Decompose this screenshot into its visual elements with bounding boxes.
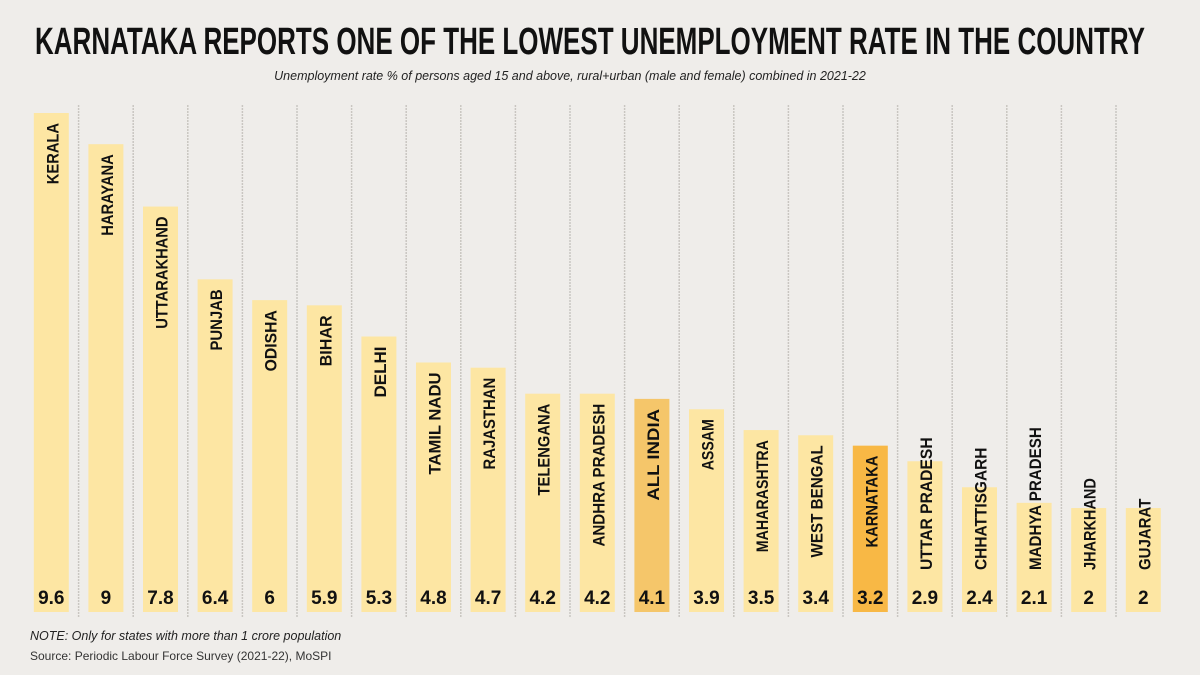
category-label: TAMIL NADU bbox=[426, 373, 445, 475]
value-label: 4.2 bbox=[529, 588, 555, 609]
value-label: 3.2 bbox=[857, 588, 883, 609]
value-label: 2.9 bbox=[912, 588, 938, 609]
value-label: 4.8 bbox=[420, 588, 446, 609]
value-label: 3.9 bbox=[693, 588, 719, 609]
bar-telengana bbox=[525, 393, 561, 612]
bar-uttarakhand bbox=[143, 206, 178, 612]
bar-uttar-pradesh bbox=[907, 461, 943, 612]
bar-all-india bbox=[634, 398, 670, 612]
bar-andhra-pradesh bbox=[579, 393, 615, 612]
value-label: 4.1 bbox=[639, 588, 666, 609]
bar-jharkhand bbox=[1071, 508, 1107, 612]
value-label: 6 bbox=[264, 588, 275, 609]
value-label: 5.3 bbox=[366, 588, 392, 609]
bar-odisha bbox=[252, 300, 288, 612]
category-label: WEST BENGAL bbox=[808, 445, 827, 557]
bar-west-bengal bbox=[798, 435, 834, 612]
category-label: RAJASTHAN bbox=[480, 378, 499, 470]
bar-madhya-pradesh bbox=[1016, 502, 1052, 612]
bar-chhattisgarh bbox=[962, 487, 997, 612]
bar-punjab bbox=[197, 279, 233, 612]
value-label: 3.4 bbox=[802, 588, 829, 609]
category-label: ALL INDIA bbox=[644, 409, 663, 501]
bar-karnataka bbox=[852, 445, 888, 612]
bar-bihar bbox=[306, 305, 342, 612]
value-label: 9 bbox=[101, 588, 112, 609]
value-label: 3.5 bbox=[748, 588, 775, 609]
value-label: 7.8 bbox=[147, 588, 173, 609]
source-note: Source: Periodic Labour Force Survey (20… bbox=[30, 649, 332, 663]
bar-gujarat bbox=[1125, 508, 1161, 612]
bar-harayana bbox=[88, 144, 124, 612]
value-label: 4.2 bbox=[584, 588, 610, 609]
bar-kerala bbox=[33, 113, 69, 612]
category-label: BIHAR bbox=[316, 315, 335, 366]
category-label: TELENGANA bbox=[535, 404, 554, 496]
value-label: 2.4 bbox=[966, 588, 993, 609]
category-label: MAHARASHTRA bbox=[753, 440, 772, 552]
category-label: UTTAR PRADESH bbox=[917, 437, 936, 570]
category-label: GUJARAT bbox=[1135, 498, 1154, 570]
category-label: ODISHA bbox=[262, 310, 281, 371]
value-label: 4.7 bbox=[475, 588, 501, 609]
category-label: KERALA bbox=[43, 123, 62, 184]
category-label: PUNJAB bbox=[207, 289, 226, 350]
chart-subtitle: Unemployment rate % of persons aged 15 a… bbox=[274, 69, 866, 83]
category-label: CHHATTISGARH bbox=[972, 448, 991, 570]
category-label: ASSAM bbox=[699, 419, 718, 470]
bar-tamil-nadu bbox=[416, 362, 451, 612]
bar-maharashtra bbox=[743, 430, 779, 612]
value-label: 2 bbox=[1083, 588, 1094, 609]
category-label: ANDHRA PRADESH bbox=[589, 404, 608, 547]
category-label: JHARKHAND bbox=[1081, 478, 1100, 570]
category-label: HARAYANA bbox=[98, 154, 117, 236]
category-label: UTTARAKHAND bbox=[153, 217, 172, 329]
value-label: 2 bbox=[1138, 588, 1149, 609]
bar-rajasthan bbox=[470, 367, 506, 612]
footnote: NOTE: Only for states with more than 1 c… bbox=[30, 629, 342, 643]
category-label: KARNATAKA bbox=[862, 456, 881, 548]
category-label: MADHYA PRADESH bbox=[1026, 427, 1045, 570]
value-label: 6.4 bbox=[202, 588, 229, 609]
chart-title: KARNATAKA REPORTS ONE OF THE LOWEST UNEM… bbox=[35, 21, 1145, 63]
bar-assam bbox=[689, 409, 724, 612]
category-label: DELHI bbox=[371, 347, 390, 398]
value-label: 2.1 bbox=[1021, 588, 1048, 609]
value-label: 9.6 bbox=[38, 588, 64, 609]
value-label: 5.9 bbox=[311, 588, 337, 609]
bar-delhi bbox=[361, 336, 397, 612]
